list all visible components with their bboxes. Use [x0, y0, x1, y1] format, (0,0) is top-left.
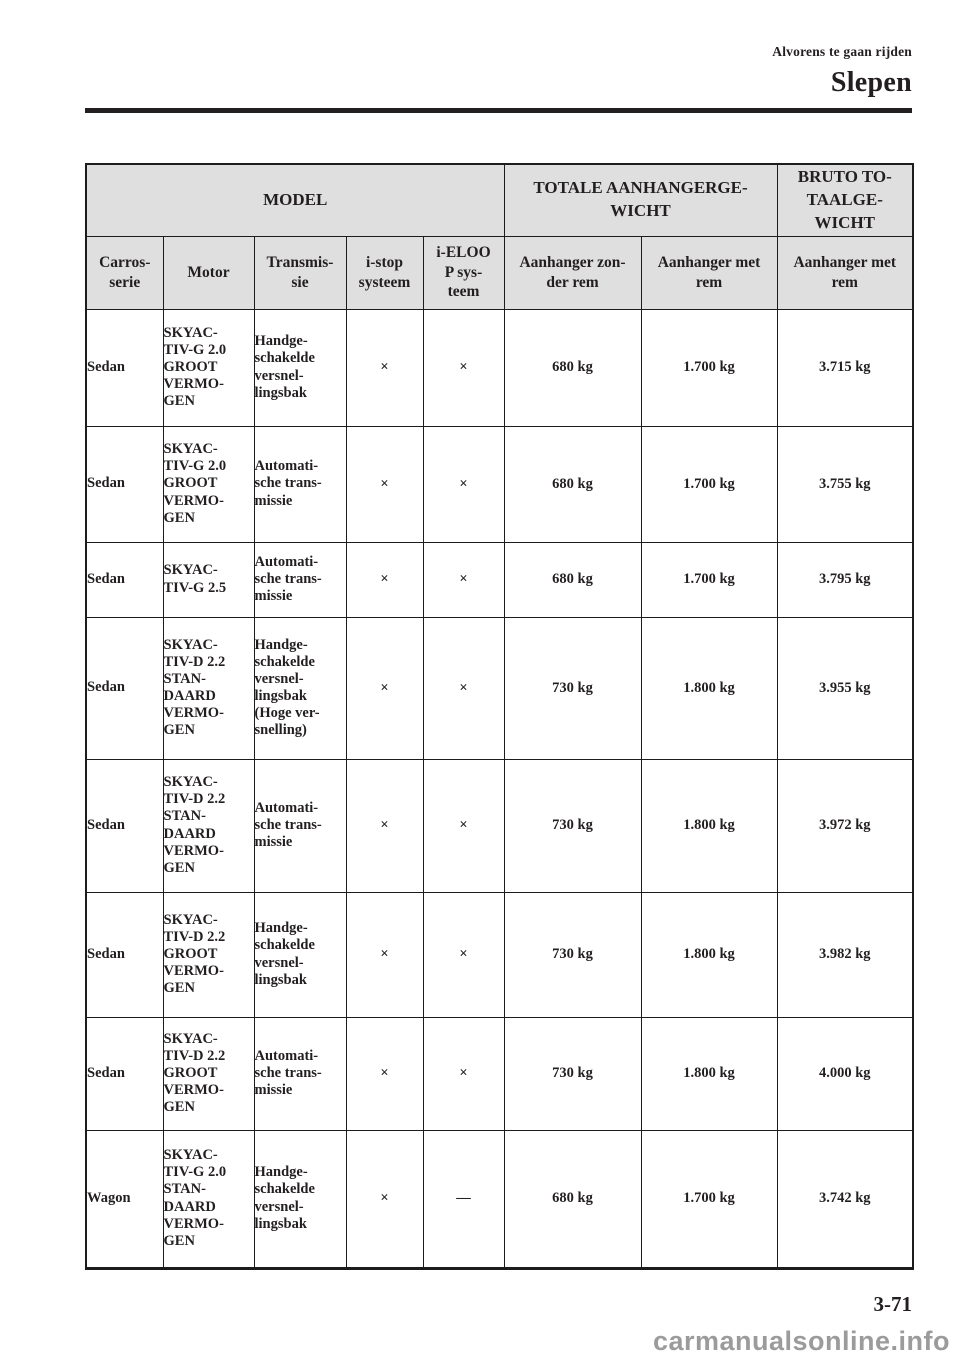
cell-carrosserie: Sedan	[85, 425, 164, 543]
cell-motor: SKYAC- TIV-D 2.2 GROOT VERMO- GEN	[162, 1016, 255, 1131]
cell-motor: SKYAC- TIV-G 2.5	[162, 541, 255, 618]
cell-bruto-totaalgewicht: 3.955 kg	[776, 616, 914, 760]
cell-motor: SKYAC- TIV-G 2.0 GROOT VERMO- GEN	[162, 308, 255, 427]
cell-aanhanger-zonder-rem: 680 kg	[503, 308, 642, 427]
cell-carrosserie: Sedan	[85, 758, 164, 893]
cell-transmissie: Automati- sche trans- missie	[253, 1016, 347, 1131]
cell-istop-mark: ×	[345, 891, 424, 1018]
cell-istop-mark: ×	[345, 425, 424, 543]
cell-bruto-totaalgewicht: 4.000 kg	[776, 1016, 914, 1131]
header-column-row: Carros- serie Motor Transmis- sie i-stop…	[85, 235, 914, 310]
table-row: Sedan SKYAC- TIV-D 2.2 GROOT VERMO- GEN …	[85, 891, 914, 1018]
cell-aanhanger-zonder-rem: 730 kg	[503, 758, 642, 893]
header-aanhanger-met-rem: Aanhanger met rem	[640, 235, 778, 310]
cell-istop-mark: ×	[345, 1129, 424, 1269]
header-divider	[85, 108, 912, 113]
cell-ieloop-mark: ×	[422, 758, 505, 893]
table-row: Sedan SKYAC- TIV-D 2.2 STAN- DAARD VERMO…	[85, 758, 914, 893]
cell-bruto-totaalgewicht: 3.755 kg	[776, 425, 914, 543]
cell-motor: SKYAC- TIV-D 2.2 GROOT VERMO- GEN	[162, 891, 255, 1018]
cell-istop-mark: ×	[345, 1016, 424, 1131]
header-aanhanger-zonder-rem: Aanhanger zon- der rem	[503, 235, 642, 310]
table-row: Wagon SKYAC- TIV-G 2.0 STAN- DAARD VERMO…	[85, 1129, 914, 1269]
cell-carrosserie: Sedan	[85, 891, 164, 1018]
cell-bruto-totaalgewicht: 3.795 kg	[776, 541, 914, 618]
header-ieloop-systeem: i-ELOO P sys- teem	[422, 235, 505, 310]
cell-aanhanger-zonder-rem: 680 kg	[503, 425, 642, 543]
cell-aanhanger-met-rem: 1.700 kg	[640, 308, 778, 427]
cell-aanhanger-met-rem: 1.700 kg	[640, 541, 778, 618]
cell-ieloop-mark: ×	[422, 425, 505, 543]
cell-carrosserie: Sedan	[85, 308, 164, 427]
cell-aanhanger-zonder-rem: 730 kg	[503, 616, 642, 760]
cell-transmissie: Handge- schakelde versnel- lingsbak	[253, 891, 347, 1018]
cell-motor: SKYAC- TIV-D 2.2 STAN- DAARD VERMO- GEN	[162, 616, 255, 760]
cell-istop-mark: ×	[345, 541, 424, 618]
table-body: Sedan SKYAC- TIV-G 2.0 GROOT VERMO- GEN …	[85, 308, 914, 1269]
watermark-text: carmanualsonline.info	[652, 1326, 950, 1356]
cell-aanhanger-met-rem: 1.800 kg	[640, 616, 778, 760]
header-bruto-aanhanger-met-rem: Aanhanger met rem	[776, 235, 914, 310]
cell-ieloop-mark: ×	[422, 308, 505, 427]
cell-aanhanger-met-rem: 1.800 kg	[640, 758, 778, 893]
cell-istop-mark: ×	[345, 758, 424, 893]
header-bruto-totaalgewicht: BRUTO TO- TAALGE- WICHT	[776, 163, 914, 237]
cell-transmissie: Automati- sche trans- missie	[253, 758, 347, 893]
cell-istop-mark: ×	[345, 616, 424, 760]
cell-bruto-totaalgewicht: 3.715 kg	[776, 308, 914, 427]
page-number: 3-71	[873, 1292, 913, 1316]
cell-aanhanger-zonder-rem: 730 kg	[503, 891, 642, 1018]
cell-bruto-totaalgewicht: 3.742 kg	[776, 1129, 914, 1269]
table-row: Sedan SKYAC- TIV-D 2.2 STAN- DAARD VERMO…	[85, 616, 914, 760]
cell-motor: SKYAC- TIV-D 2.2 STAN- DAARD VERMO- GEN	[162, 758, 255, 893]
header-motor: Motor	[162, 235, 255, 310]
cell-carrosserie: Sedan	[85, 616, 164, 760]
header-totale-aanhangergewicht: TOTALE AANHANGERGE- WICHT	[503, 163, 778, 237]
cell-carrosserie: Wagon	[85, 1129, 164, 1269]
header-group-row: MODEL TOTALE AANHANGERGE- WICHT BRUTO TO…	[85, 163, 914, 237]
table-head: MODEL TOTALE AANHANGERGE- WICHT BRUTO TO…	[85, 163, 914, 310]
cell-ieloop-mark: ×	[422, 616, 505, 760]
cell-ieloop-mark: ×	[422, 891, 505, 1018]
cell-transmissie: Handge- schakelde versnel- lingsbak (Hog…	[253, 616, 347, 760]
table-row: Sedan SKYAC- TIV-G 2.5 Automati- sche tr…	[85, 541, 914, 618]
cell-aanhanger-met-rem: 1.700 kg	[640, 425, 778, 543]
cell-transmissie: Automati- sche trans- missie	[253, 541, 347, 618]
header-model: MODEL	[85, 163, 505, 237]
cell-motor: SKYAC- TIV-G 2.0 GROOT VERMO- GEN	[162, 425, 255, 543]
page-title: Slepen	[830, 67, 912, 98]
cell-bruto-totaalgewicht: 3.972 kg	[776, 758, 914, 893]
table-row: Sedan SKYAC- TIV-G 2.0 GROOT VERMO- GEN …	[85, 425, 914, 543]
table-row: Sedan SKYAC- TIV-D 2.2 GROOT VERMO- GEN …	[85, 1016, 914, 1131]
table-row: Sedan SKYAC- TIV-G 2.0 GROOT VERMO- GEN …	[85, 308, 914, 427]
header-transmissie: Transmis- sie	[253, 235, 347, 310]
cell-motor: SKYAC- TIV-G 2.0 STAN- DAARD VERMO- GEN	[162, 1129, 255, 1269]
cell-ieloop-mark: ×	[422, 1016, 505, 1131]
cell-istop-mark: ×	[345, 308, 424, 427]
cell-aanhanger-zonder-rem: 730 kg	[503, 1016, 642, 1131]
cell-transmissie: Handge- schakelde versnel- lingsbak	[253, 1129, 347, 1269]
towing-spec-table: MODEL TOTALE AANHANGERGE- WICHT BRUTO TO…	[85, 163, 915, 1270]
cell-transmissie: Automati- sche trans- missie	[253, 425, 347, 543]
cell-aanhanger-zonder-rem: 680 kg	[503, 1129, 642, 1269]
cell-aanhanger-met-rem: 1.800 kg	[640, 891, 778, 1018]
chapter-section-label: Alvorens te gaan rijden	[772, 44, 912, 59]
cell-ieloop-mark: ×	[422, 541, 505, 618]
cell-carrosserie: Sedan	[85, 541, 164, 618]
cell-aanhanger-met-rem: 1.800 kg	[640, 1016, 778, 1131]
cell-aanhanger-zonder-rem: 680 kg	[503, 541, 642, 618]
cell-ieloop-mark: —	[422, 1129, 505, 1269]
header-carrosserie: Carros- serie	[85, 235, 164, 310]
cell-transmissie: Handge- schakelde versnel- lingsbak	[253, 308, 347, 427]
cell-aanhanger-met-rem: 1.700 kg	[640, 1129, 778, 1269]
running-head: Alvorens te gaan rijden Slepen	[772, 44, 912, 99]
cell-carrosserie: Sedan	[85, 1016, 164, 1131]
header-istop-systeem: i-stop systeem	[345, 235, 424, 310]
cell-bruto-totaalgewicht: 3.982 kg	[776, 891, 914, 1018]
